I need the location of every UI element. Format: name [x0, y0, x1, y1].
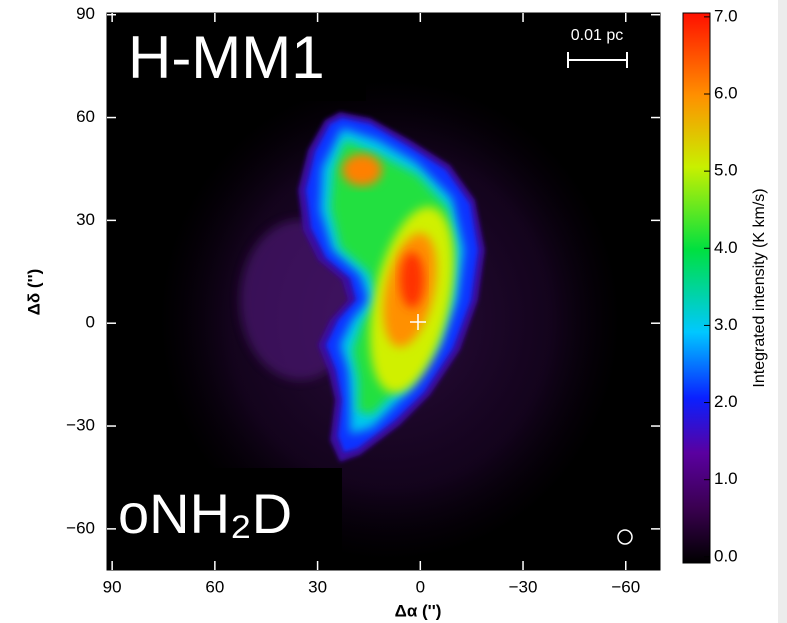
emission	[342, 154, 382, 186]
beam	[617, 529, 633, 545]
x-tick-label: 90	[103, 577, 122, 596]
x-tick-label: 0	[416, 577, 425, 596]
plot-frame	[106, 12, 661, 571]
scale-bar	[567, 52, 628, 68]
molecule-label: oNH₂D	[118, 482, 292, 545]
chart-title: H-MM1	[128, 24, 325, 91]
label-box	[110, 15, 366, 101]
y-tick-label: 30	[76, 210, 95, 229]
y-tick-label: −30	[66, 416, 95, 435]
center-marker	[410, 314, 426, 330]
label-box	[110, 468, 342, 568]
y-tick-label: 90	[76, 4, 95, 23]
colorbar	[682, 12, 711, 564]
colorbar-tick-label: 2.0	[714, 392, 738, 411]
colorbar-tick-label: 1.0	[714, 469, 738, 488]
y-tick-label: 60	[76, 107, 95, 126]
colorbar-label: Integrated intensity (K km/s)	[751, 188, 768, 387]
y-tick-label: 0	[86, 313, 95, 332]
x-tick-label: −60	[611, 577, 640, 596]
colorbar-tick-label: 4.0	[714, 238, 738, 257]
colorbar-tick-label: 3.0	[714, 315, 738, 334]
y-tick-label: −60	[66, 518, 95, 537]
emission	[400, 252, 424, 308]
edge	[778, 0, 787, 623]
colorbar-tick-label: 7.0	[714, 6, 738, 25]
x-tick-label: −30	[509, 577, 538, 596]
image: 0.01 pc H-MM1 oNH₂D	[107, 13, 660, 570]
x-tick-label: 30	[308, 577, 327, 596]
scale-label: 0.01 pc	[571, 27, 623, 44]
x-axis-label: Δα ('')	[395, 601, 442, 620]
colorbar-tick-label: 6.0	[714, 83, 738, 102]
colorbar-tick-label: 5.0	[714, 161, 738, 180]
y-axis-label: Δδ ('')	[24, 269, 43, 316]
x-tick-label: 60	[205, 577, 224, 596]
colorbar-tick-label: 0.0	[714, 546, 738, 565]
